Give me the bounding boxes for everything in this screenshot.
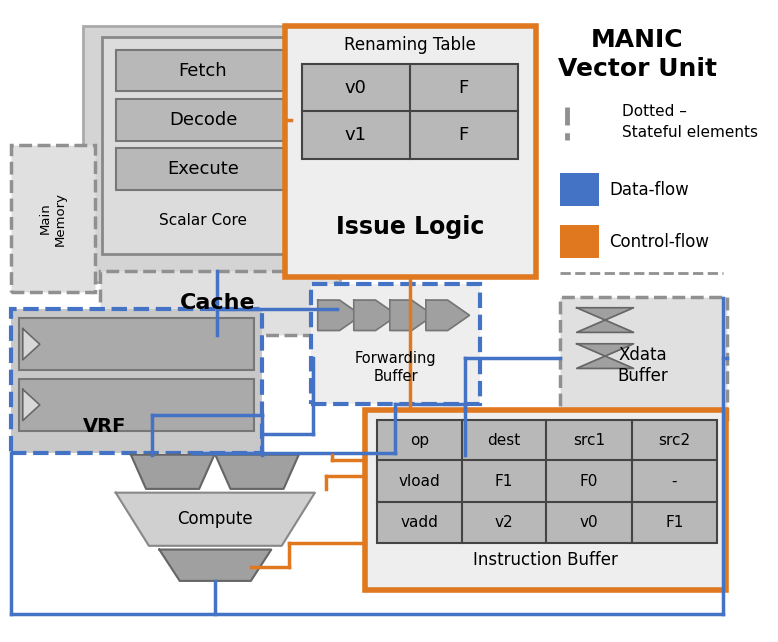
Bar bbox=[100, 271, 335, 335]
Polygon shape bbox=[576, 343, 633, 369]
Polygon shape bbox=[131, 455, 215, 489]
Polygon shape bbox=[576, 308, 633, 333]
Text: -: - bbox=[671, 474, 677, 489]
Polygon shape bbox=[390, 300, 433, 331]
Text: src2: src2 bbox=[658, 433, 690, 447]
Text: Data-flow: Data-flow bbox=[609, 181, 689, 199]
Polygon shape bbox=[23, 329, 40, 360]
Polygon shape bbox=[216, 455, 299, 489]
Bar bbox=[103, 37, 307, 254]
Bar bbox=[559, 225, 599, 258]
Polygon shape bbox=[159, 550, 272, 581]
Text: Renaming Table: Renaming Table bbox=[344, 36, 475, 54]
Text: Fetch: Fetch bbox=[179, 62, 227, 80]
Bar bbox=[559, 297, 727, 419]
Text: Issue Logic: Issue Logic bbox=[335, 215, 484, 239]
Text: vadd: vadd bbox=[401, 515, 439, 530]
Text: src1: src1 bbox=[573, 433, 605, 447]
Bar bbox=[12, 309, 261, 453]
Polygon shape bbox=[426, 300, 469, 331]
Bar bbox=[12, 144, 95, 291]
Text: Cache: Cache bbox=[180, 293, 255, 313]
Bar bbox=[116, 49, 291, 91]
Bar bbox=[19, 379, 254, 431]
Bar bbox=[311, 284, 480, 404]
Text: v1: v1 bbox=[345, 126, 366, 144]
Text: F: F bbox=[459, 79, 469, 97]
Text: v0: v0 bbox=[580, 515, 598, 530]
Bar bbox=[302, 64, 518, 159]
Text: VRF: VRF bbox=[82, 417, 126, 436]
Text: F1: F1 bbox=[495, 474, 513, 489]
Bar bbox=[83, 26, 339, 282]
Text: Instruction Buffer: Instruction Buffer bbox=[473, 551, 618, 569]
Text: MANIC: MANIC bbox=[591, 28, 684, 52]
Text: Xdata
Buffer: Xdata Buffer bbox=[618, 346, 668, 385]
Text: op: op bbox=[410, 433, 429, 447]
Bar bbox=[559, 173, 599, 206]
Text: vload: vload bbox=[399, 474, 440, 489]
Text: Main
Memory: Main Memory bbox=[39, 191, 67, 246]
Text: F: F bbox=[459, 126, 469, 144]
Bar bbox=[116, 99, 291, 141]
Text: F1: F1 bbox=[665, 515, 684, 530]
Text: Compute: Compute bbox=[177, 510, 253, 528]
Polygon shape bbox=[116, 492, 315, 546]
Text: v0: v0 bbox=[345, 79, 366, 97]
Polygon shape bbox=[317, 300, 361, 331]
Text: v2: v2 bbox=[495, 515, 513, 530]
Bar bbox=[116, 148, 291, 190]
Text: Execute: Execute bbox=[167, 160, 239, 178]
Text: F0: F0 bbox=[580, 474, 598, 489]
Bar bbox=[377, 420, 717, 543]
Polygon shape bbox=[23, 389, 40, 421]
Text: Scalar Core: Scalar Core bbox=[159, 213, 247, 228]
Text: Dotted –: Dotted – bbox=[622, 104, 687, 119]
Polygon shape bbox=[354, 300, 398, 331]
Text: Decode: Decode bbox=[169, 111, 237, 129]
Bar bbox=[285, 26, 536, 277]
Text: dest: dest bbox=[488, 433, 520, 447]
Text: Control-flow: Control-flow bbox=[609, 233, 709, 251]
Text: Forwarding
Buffer: Forwarding Buffer bbox=[355, 351, 436, 384]
Text: Stateful elements: Stateful elements bbox=[622, 125, 759, 140]
Text: Vector Unit: Vector Unit bbox=[558, 56, 717, 81]
Bar bbox=[19, 318, 254, 370]
Bar bbox=[365, 410, 726, 591]
